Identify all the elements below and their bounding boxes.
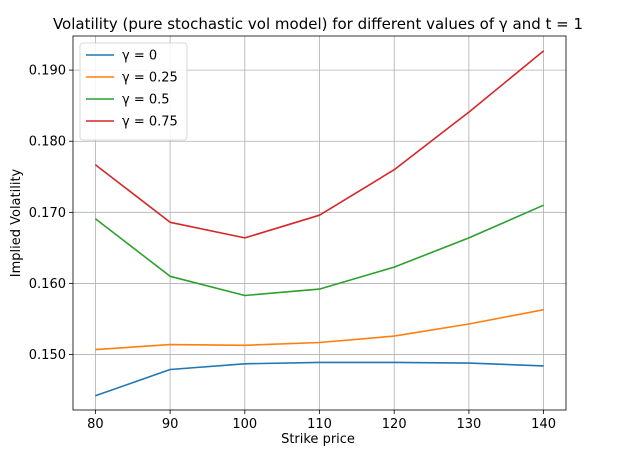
series-lines (94, 50, 545, 397)
legend-label: γ = 0.5 (122, 93, 170, 108)
legend: γ = 0 γ = 0.25 γ = 0.5 γ = 0.75 (79, 42, 188, 141)
chart-title: Volatility (pure stochastic vol model) f… (53, 15, 583, 33)
x-tick-label: 100 (232, 417, 257, 432)
x-tick-label: 110 (307, 417, 332, 432)
series-line-0 (95, 361, 544, 397)
y-axis-label: Implied Volatility (9, 168, 24, 277)
y-tick-label: 0.180 (29, 135, 66, 150)
x-tick-label: 130 (456, 417, 481, 432)
legend-label: γ = 0 (122, 49, 157, 64)
legend-box (79, 42, 188, 141)
y-tick-label: 0.150 (29, 348, 66, 363)
axis-ticks: 80 90 100 110 120 130 140 0.150 0.160 0.170 0.180 0… (29, 64, 556, 432)
x-axis-label: Strike price (281, 432, 355, 447)
legend-label: γ = 0.75 (122, 115, 178, 130)
x-tick-label: 140 (531, 417, 556, 432)
y-tick-label: 0.170 (29, 206, 66, 221)
legend-label: γ = 0.25 (122, 71, 178, 86)
series-line-3 (94, 50, 545, 239)
y-tick-label: 0.160 (29, 277, 66, 292)
x-tick-label: 90 (162, 417, 179, 432)
x-tick-label: 80 (87, 417, 104, 432)
y-tick-label: 0.190 (29, 64, 66, 79)
x-tick-label: 120 (382, 417, 407, 432)
series-line-1 (95, 308, 544, 351)
series-line-2 (94, 204, 544, 297)
